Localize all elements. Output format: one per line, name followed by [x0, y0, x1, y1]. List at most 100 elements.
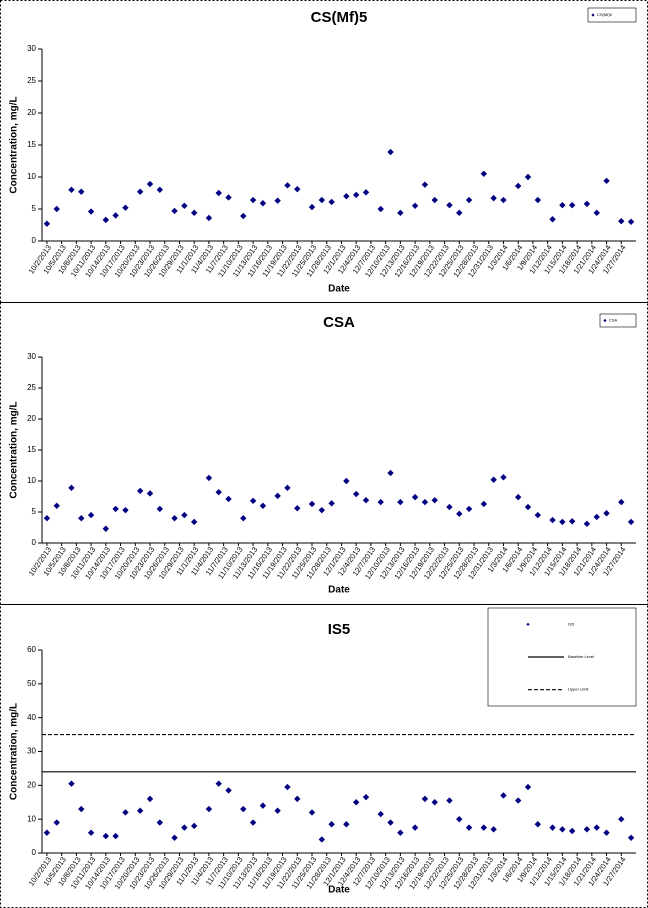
data-point: [377, 810, 384, 818]
y-tick-label: 30: [27, 44, 36, 53]
data-point: [249, 196, 257, 204]
data-point: [308, 809, 316, 816]
y-tick-label: 20: [27, 414, 36, 423]
data-point: [387, 469, 394, 477]
data-point: [500, 474, 507, 481]
data-point: [387, 819, 394, 826]
y-axis-label: Concentration, mg/L: [9, 96, 20, 193]
data-point: [146, 795, 154, 803]
y-tick-label: 0: [32, 538, 37, 547]
data-point: [549, 216, 556, 223]
data-point: [205, 474, 213, 482]
data-point: [205, 214, 213, 222]
legend-label: CS(Mf)5: [597, 12, 613, 17]
data-point: [78, 805, 85, 813]
data-point: [308, 500, 316, 508]
data-point: [593, 209, 600, 217]
data-point: [593, 513, 600, 521]
data-point: [362, 793, 370, 801]
data-point: [524, 783, 532, 791]
data-point: [377, 205, 384, 213]
data-point: [122, 809, 129, 816]
data-point: [549, 824, 556, 831]
legend-label: IS5: [568, 621, 575, 626]
data-point: [87, 511, 95, 519]
y-tick-label: 20: [27, 780, 36, 789]
data-point: [136, 188, 144, 195]
data-point: [446, 201, 453, 209]
data-point: [352, 490, 360, 498]
data-point: [362, 497, 370, 504]
data-point: [431, 799, 438, 806]
data-point: [318, 506, 326, 514]
data-point: [259, 802, 267, 809]
data-point: [618, 498, 625, 506]
chart-title: CS(Mf)5: [311, 9, 368, 26]
data-point: [156, 819, 164, 826]
x-axis-label: Date: [328, 585, 350, 596]
data-point: [514, 182, 522, 190]
data-point: [181, 511, 188, 519]
data-point: [122, 506, 129, 514]
data-point: [259, 200, 267, 207]
data-point: [274, 807, 281, 814]
x-axis-label: Date: [328, 284, 350, 295]
data-point: [397, 829, 404, 836]
data-point: [240, 212, 247, 220]
data-point: [480, 170, 488, 177]
data-point: [136, 487, 144, 495]
data-point: [583, 826, 591, 833]
legend-box: [587, 7, 637, 23]
data-point: [284, 182, 291, 189]
data-point: [215, 189, 222, 197]
data-point: [534, 821, 542, 828]
data-point: [446, 797, 453, 804]
data-point: [362, 189, 370, 196]
data-point: [343, 477, 350, 485]
data-point: [490, 194, 497, 202]
data-point: [343, 193, 350, 200]
data-point: [112, 212, 119, 219]
data-point: [102, 216, 110, 224]
data-point: [284, 783, 291, 791]
data-point: [156, 505, 164, 513]
data-point: [43, 829, 51, 836]
data-point: [112, 505, 119, 513]
y-tick-label: 30: [27, 747, 36, 756]
data-point: [387, 148, 394, 156]
data-point: [318, 836, 326, 843]
data-point: [583, 200, 591, 208]
data-point: [603, 829, 610, 836]
y-tick-label: 10: [27, 172, 36, 181]
y-axis-label: Concentration, mg/L: [9, 703, 20, 800]
data-point: [274, 197, 281, 204]
data-point: [559, 201, 566, 209]
y-axis-label: Concentration, mg/L: [9, 401, 20, 498]
y-tick-label: 10: [27, 814, 36, 823]
data-point: [603, 510, 610, 517]
chart-title: CSA: [323, 314, 355, 331]
data-point: [171, 834, 178, 841]
data-point: [318, 196, 326, 204]
data-point: [225, 194, 232, 201]
data-point: [43, 515, 51, 522]
y-tick-label: 5: [32, 204, 37, 213]
data-point: [87, 208, 95, 215]
data-point: [627, 834, 635, 841]
y-tick-label: 0: [32, 236, 37, 245]
data-point: [259, 502, 267, 509]
data-point: [465, 824, 473, 831]
y-tick-label: 60: [27, 645, 36, 654]
data-point: [500, 196, 507, 204]
data-point: [480, 824, 488, 831]
data-point: [284, 484, 291, 492]
data-point: [308, 203, 316, 211]
x-axis-label: Date: [328, 885, 350, 896]
data-point: [534, 196, 542, 204]
data-point: [215, 780, 222, 787]
data-point: [627, 518, 635, 526]
data-point: [225, 495, 232, 503]
data-point: [397, 498, 404, 506]
data-point: [377, 498, 384, 506]
